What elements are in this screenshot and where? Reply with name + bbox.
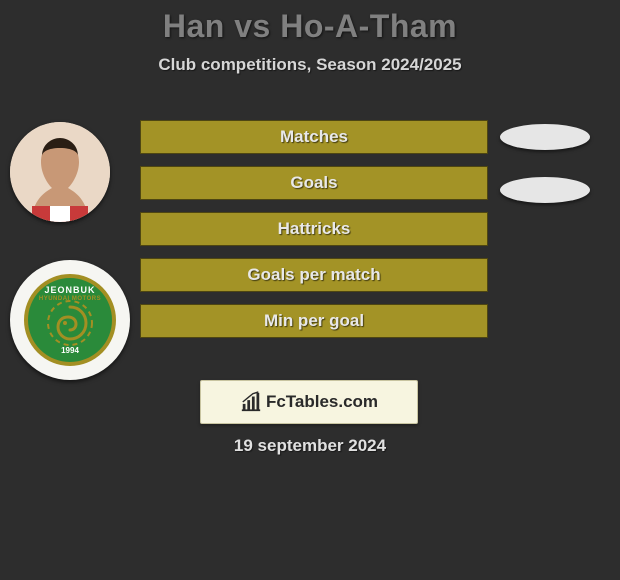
bar-label: Goals per match [247,265,380,285]
source-badge: FcTables.com [200,380,418,424]
bar-label: Matches [280,127,348,147]
bar-chart-icon [240,391,262,413]
player-silhouette-icon [10,122,110,222]
bar-label: Hattricks [278,219,351,239]
page-title: Han vs Ho-A-Tham [0,8,620,45]
page-subtitle: Club competitions, Season 2024/2025 [0,55,620,75]
club-crest-left: JEONBUK HYUNDAI MOTORS 1994 [10,260,130,380]
ellipse-right-2 [500,177,590,203]
card: Han vs Ho-A-Tham Club competitions, Seas… [0,0,620,480]
bar-goals-per-match: Goals per match [140,258,488,292]
ellipse-right-1 [500,124,590,150]
bar-goals: Goals [140,166,488,200]
crest-text-mid: HYUNDAI MOTORS [28,296,112,302]
crest-inner: JEONBUK HYUNDAI MOTORS 1994 [24,274,116,366]
crest-swirl-icon [46,299,94,347]
bar-matches: Matches 1 [140,120,488,154]
crest-year: 1994 [28,346,112,355]
comparison-bars: Matches 1 Goals Hattricks Goals per matc… [140,120,488,350]
bar-label: Goals [290,173,337,193]
player-photo-left [10,122,110,222]
source-badge-text: FcTables.com [266,392,378,412]
crest-text-top: JEONBUK [28,285,112,295]
bar-label: Min per goal [264,311,364,331]
bar-hattricks: Hattricks [140,212,488,246]
bar-min-per-goal: Min per goal [140,304,488,338]
date-text: 19 september 2024 [0,436,620,456]
